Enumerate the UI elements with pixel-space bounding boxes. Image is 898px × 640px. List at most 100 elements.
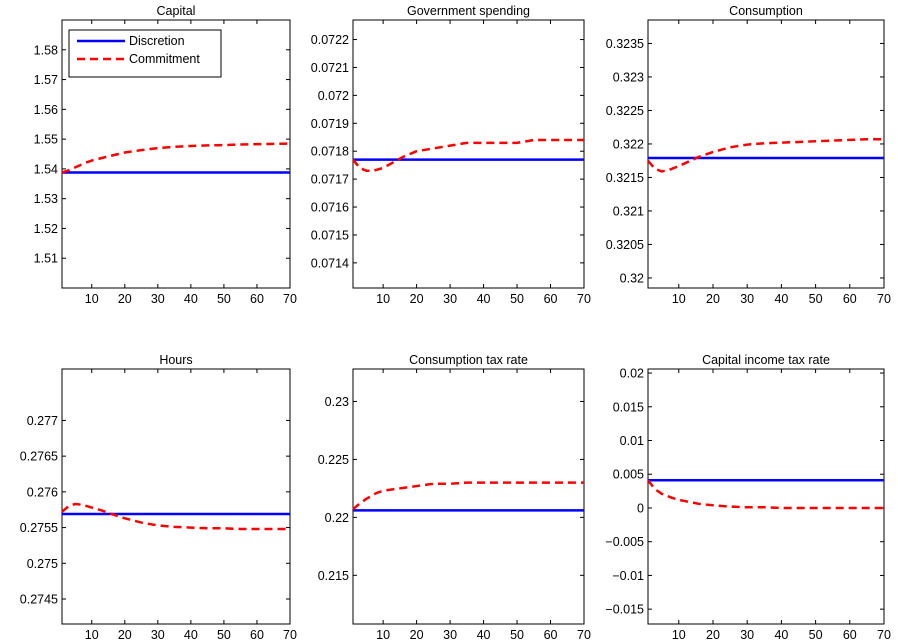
y-tick-label: 0.2765 xyxy=(20,450,58,464)
y-tick-label: 1.57 xyxy=(34,73,58,87)
y-tick-label: 0.2745 xyxy=(20,593,58,607)
x-tick-label: 30 xyxy=(443,628,457,640)
x-tick-label: 40 xyxy=(774,628,788,640)
x-tick-label: 60 xyxy=(843,628,857,640)
x-tick-label: 20 xyxy=(410,628,424,640)
y-tick-label: 0.322 xyxy=(613,137,644,151)
y-tick-label: 0.275 xyxy=(27,557,58,571)
y-tick-label: 0.225 xyxy=(318,453,349,467)
series-line-commitment xyxy=(352,138,584,172)
panel-4: Hours 10 20 30 40 50 60 70 0.2745 0.275 0.2755 0.27… xyxy=(20,353,297,640)
y-tick-label: 0.02 xyxy=(620,367,644,381)
x-tick-label: 20 xyxy=(410,292,424,306)
x-tick-label: 10 xyxy=(376,628,390,640)
axes-frame xyxy=(61,19,291,289)
x-tick-label: 40 xyxy=(477,628,491,640)
x-tick-label: 60 xyxy=(250,292,264,306)
y-tick-label: 0.0722 xyxy=(311,33,349,47)
y-tick-label: 0.0721 xyxy=(311,61,349,75)
x-tick-label: 40 xyxy=(184,292,198,306)
x-tick-label: 60 xyxy=(250,628,264,640)
x-tick-label: 30 xyxy=(740,628,754,640)
x-tick-label: 60 xyxy=(843,292,857,306)
panel-1: Capital 10 20 30 40 50 60 70 1.51 1.52 1.53 1.54 1.5… xyxy=(34,4,297,306)
panel-title: Capital xyxy=(157,4,196,18)
x-tick-label: 40 xyxy=(477,292,491,306)
x-tick-label: 40 xyxy=(774,292,788,306)
x-tick-label: 50 xyxy=(510,628,524,640)
axes-frame xyxy=(352,368,585,625)
x-tick-label: 70 xyxy=(877,292,891,306)
series-line-commitment xyxy=(61,502,290,531)
legend-box xyxy=(68,29,222,78)
y-tick-label: 0.323 xyxy=(613,70,644,84)
y-tick-label: 0.072 xyxy=(318,89,349,103)
x-tick-label: 30 xyxy=(151,628,165,640)
panel-title: Government spending xyxy=(407,4,530,18)
x-tick-label: 10 xyxy=(672,292,686,306)
y-tick-label: 0.3225 xyxy=(606,104,644,118)
x-tick-label: 20 xyxy=(706,292,720,306)
x-tick-label: 30 xyxy=(151,292,165,306)
y-tick-label: 0.3235 xyxy=(606,37,644,51)
panel-title: Hours xyxy=(159,353,192,367)
y-tick-label: 1.52 xyxy=(34,222,58,236)
y-tick-label: 0.23 xyxy=(325,395,349,409)
panel-6: Capital income tax rate 10 20 30 40 50 60 70 −0.… xyxy=(605,353,891,640)
axes-frame xyxy=(647,368,885,625)
y-tick-label: 0.3205 xyxy=(606,238,644,252)
x-tick-label: 70 xyxy=(577,628,591,640)
y-tick-label: 0.0719 xyxy=(311,117,349,131)
y-tick-label: 0.0714 xyxy=(311,256,349,270)
y-tick-label: 0.22 xyxy=(325,511,349,525)
x-tick-label: 70 xyxy=(283,292,297,306)
x-tick-label: 50 xyxy=(217,292,231,306)
x-tick-label: 50 xyxy=(809,292,823,306)
panel-5: Consumption tax rate 10 20 30 40 50 60 70 0.215 0… xyxy=(318,353,591,640)
legend-label: Discretion xyxy=(129,34,185,48)
panel-3: Consumption 10 20 30 40 50 60 70 0.32 0.3205 0.321… xyxy=(606,4,891,306)
x-tick-label: 30 xyxy=(740,292,754,306)
y-tick-label: 0.005 xyxy=(613,468,644,482)
legend: Discretion Commitment xyxy=(68,29,222,78)
panel-2: Government spending 10 20 30 40 50 60 70 0.0714 0… xyxy=(311,4,591,306)
y-tick-label: 0.0716 xyxy=(311,201,349,215)
y-tick-label: 1.58 xyxy=(34,43,58,57)
x-tick-label: 10 xyxy=(672,628,686,640)
y-tick-label: 0.321 xyxy=(613,204,644,218)
y-tick-label: −0.005 xyxy=(605,535,644,549)
y-tick-label: 0.015 xyxy=(613,400,644,414)
x-tick-label: 20 xyxy=(118,628,132,640)
y-tick-label: 0.2755 xyxy=(20,521,58,535)
panel-title: Capital income tax rate xyxy=(702,353,830,367)
y-tick-label: −0.01 xyxy=(612,569,644,583)
y-tick-label: −0.015 xyxy=(605,603,644,617)
x-tick-label: 10 xyxy=(85,292,99,306)
y-tick-label: 0.0717 xyxy=(311,173,349,187)
series-line-commitment xyxy=(352,481,584,511)
x-tick-label: 10 xyxy=(376,292,390,306)
panel-title: Consumption xyxy=(729,4,803,18)
series-line-commitment xyxy=(647,138,884,173)
x-tick-label: 30 xyxy=(443,292,457,306)
series-line-commitment xyxy=(647,479,884,510)
y-tick-label: 0.0718 xyxy=(311,145,349,159)
y-tick-label: 0.277 xyxy=(27,414,58,428)
y-tick-label: 1.53 xyxy=(34,192,58,206)
y-tick-label: 0.01 xyxy=(620,434,644,448)
y-tick-label: 1.51 xyxy=(34,252,58,266)
axes-frame xyxy=(647,19,885,289)
legend-label: Commitment xyxy=(129,52,200,66)
y-tick-label: 0.276 xyxy=(27,485,58,499)
x-tick-label: 10 xyxy=(85,628,99,640)
y-tick-label: 1.55 xyxy=(34,133,58,147)
x-tick-label: 50 xyxy=(217,628,231,640)
axes-frame xyxy=(61,368,291,625)
x-tick-label: 70 xyxy=(283,628,297,640)
panel-title: Consumption tax rate xyxy=(409,353,528,367)
x-tick-label: 40 xyxy=(184,628,198,640)
y-tick-label: 1.54 xyxy=(34,162,58,176)
x-tick-label: 70 xyxy=(577,292,591,306)
y-tick-label: 0.215 xyxy=(318,569,349,583)
